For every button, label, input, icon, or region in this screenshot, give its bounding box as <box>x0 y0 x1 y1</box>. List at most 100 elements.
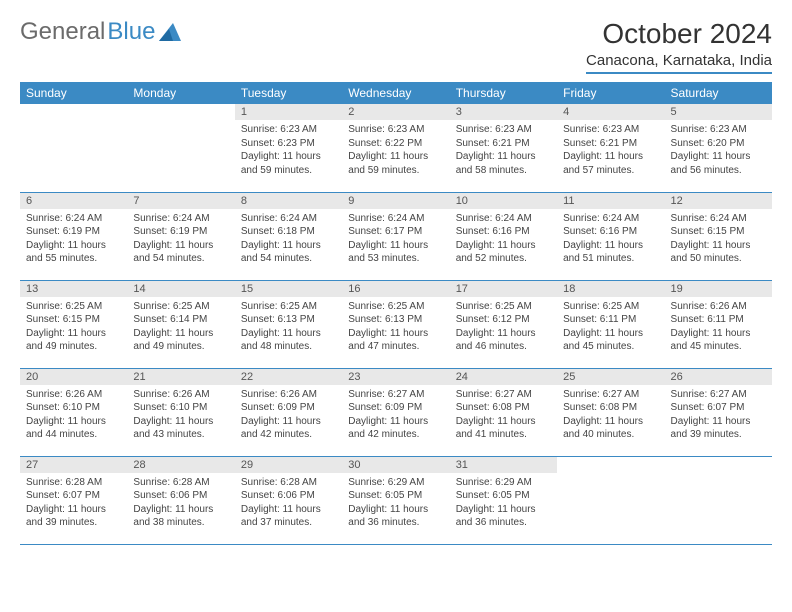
day-details: Sunrise: 6:25 AMSunset: 6:12 PMDaylight:… <box>450 297 557 358</box>
day-details: Sunrise: 6:29 AMSunset: 6:05 PMDaylight:… <box>342 473 449 534</box>
day-details: Sunrise: 6:26 AMSunset: 6:10 PMDaylight:… <box>127 385 234 446</box>
day-details: Sunrise: 6:23 AMSunset: 6:20 PMDaylight:… <box>665 120 772 181</box>
day-number: 5 <box>665 104 772 120</box>
weekday-header: Sunday <box>20 82 127 104</box>
day-number: 13 <box>20 281 127 297</box>
calendar-cell: .. <box>20 104 127 192</box>
day-number: 28 <box>127 457 234 473</box>
day-details: Sunrise: 6:27 AMSunset: 6:07 PMDaylight:… <box>665 385 772 446</box>
calendar-cell: 22Sunrise: 6:26 AMSunset: 6:09 PMDayligh… <box>235 368 342 456</box>
day-details: Sunrise: 6:25 AMSunset: 6:14 PMDaylight:… <box>127 297 234 358</box>
day-number: 19 <box>665 281 772 297</box>
calendar-cell: 18Sunrise: 6:25 AMSunset: 6:11 PMDayligh… <box>557 280 664 368</box>
calendar-cell: 13Sunrise: 6:25 AMSunset: 6:15 PMDayligh… <box>20 280 127 368</box>
calendar-cell: 10Sunrise: 6:24 AMSunset: 6:16 PMDayligh… <box>450 192 557 280</box>
calendar-cell: 8Sunrise: 6:24 AMSunset: 6:18 PMDaylight… <box>235 192 342 280</box>
calendar-cell: 21Sunrise: 6:26 AMSunset: 6:10 PMDayligh… <box>127 368 234 456</box>
day-number: 2 <box>342 104 449 120</box>
calendar-cell: 20Sunrise: 6:26 AMSunset: 6:10 PMDayligh… <box>20 368 127 456</box>
calendar-cell: 29Sunrise: 6:28 AMSunset: 6:06 PMDayligh… <box>235 456 342 544</box>
day-details: Sunrise: 6:24 AMSunset: 6:19 PMDaylight:… <box>127 209 234 270</box>
calendar-cell: 1Sunrise: 6:23 AMSunset: 6:23 PMDaylight… <box>235 104 342 192</box>
day-number: 10 <box>450 193 557 209</box>
calendar-cell: 15Sunrise: 6:25 AMSunset: 6:13 PMDayligh… <box>235 280 342 368</box>
day-number: 6 <box>20 193 127 209</box>
calendar-cell: 30Sunrise: 6:29 AMSunset: 6:05 PMDayligh… <box>342 456 449 544</box>
day-details: Sunrise: 6:23 AMSunset: 6:22 PMDaylight:… <box>342 120 449 181</box>
day-number: 24 <box>450 369 557 385</box>
weekday-header: Saturday <box>665 82 772 104</box>
day-details: Sunrise: 6:24 AMSunset: 6:17 PMDaylight:… <box>342 209 449 270</box>
logo: GeneralBlue <box>20 18 181 46</box>
calendar-cell: 24Sunrise: 6:27 AMSunset: 6:08 PMDayligh… <box>450 368 557 456</box>
day-details: Sunrise: 6:29 AMSunset: 6:05 PMDaylight:… <box>450 473 557 534</box>
day-details: Sunrise: 6:25 AMSunset: 6:15 PMDaylight:… <box>20 297 127 358</box>
day-details: Sunrise: 6:28 AMSunset: 6:06 PMDaylight:… <box>235 473 342 534</box>
day-number: 26 <box>665 369 772 385</box>
calendar-cell: 4Sunrise: 6:23 AMSunset: 6:21 PMDaylight… <box>557 104 664 192</box>
calendar-cell: 27Sunrise: 6:28 AMSunset: 6:07 PMDayligh… <box>20 456 127 544</box>
calendar-cell: .. <box>557 456 664 544</box>
calendar-cell: 6Sunrise: 6:24 AMSunset: 6:19 PMDaylight… <box>20 192 127 280</box>
calendar-cell: 11Sunrise: 6:24 AMSunset: 6:16 PMDayligh… <box>557 192 664 280</box>
day-details: Sunrise: 6:25 AMSunset: 6:13 PMDaylight:… <box>235 297 342 358</box>
day-number: 9 <box>342 193 449 209</box>
calendar-cell: 7Sunrise: 6:24 AMSunset: 6:19 PMDaylight… <box>127 192 234 280</box>
calendar-cell: 28Sunrise: 6:28 AMSunset: 6:06 PMDayligh… <box>127 456 234 544</box>
calendar-cell: 2Sunrise: 6:23 AMSunset: 6:22 PMDaylight… <box>342 104 449 192</box>
calendar-cell: 12Sunrise: 6:24 AMSunset: 6:15 PMDayligh… <box>665 192 772 280</box>
day-number: 7 <box>127 193 234 209</box>
calendar-cell: 5Sunrise: 6:23 AMSunset: 6:20 PMDaylight… <box>665 104 772 192</box>
day-details: Sunrise: 6:23 AMSunset: 6:21 PMDaylight:… <box>450 120 557 181</box>
day-number: 14 <box>127 281 234 297</box>
location: Canacona, Karnataka, India <box>586 52 772 74</box>
day-number: 25 <box>557 369 664 385</box>
calendar-cell: 25Sunrise: 6:27 AMSunset: 6:08 PMDayligh… <box>557 368 664 456</box>
calendar-cell: 19Sunrise: 6:26 AMSunset: 6:11 PMDayligh… <box>665 280 772 368</box>
calendar-cell: 3Sunrise: 6:23 AMSunset: 6:21 PMDaylight… <box>450 104 557 192</box>
logo-text-1: General <box>20 18 105 46</box>
calendar-cell: 17Sunrise: 6:25 AMSunset: 6:12 PMDayligh… <box>450 280 557 368</box>
day-number: 1 <box>235 104 342 120</box>
calendar-cell: 16Sunrise: 6:25 AMSunset: 6:13 PMDayligh… <box>342 280 449 368</box>
day-details: Sunrise: 6:24 AMSunset: 6:19 PMDaylight:… <box>20 209 127 270</box>
day-details: Sunrise: 6:26 AMSunset: 6:09 PMDaylight:… <box>235 385 342 446</box>
day-number: 21 <box>127 369 234 385</box>
day-number: 8 <box>235 193 342 209</box>
day-number: 22 <box>235 369 342 385</box>
day-number: 20 <box>20 369 127 385</box>
month-title: October 2024 <box>586 18 772 50</box>
day-number: 27 <box>20 457 127 473</box>
weekday-header: Tuesday <box>235 82 342 104</box>
day-details: Sunrise: 6:26 AMSunset: 6:10 PMDaylight:… <box>20 385 127 446</box>
calendar-table: SundayMondayTuesdayWednesdayThursdayFrid… <box>20 82 772 545</box>
day-number: 15 <box>235 281 342 297</box>
day-number: 18 <box>557 281 664 297</box>
logo-sail-icon <box>159 23 181 41</box>
day-details: Sunrise: 6:28 AMSunset: 6:07 PMDaylight:… <box>20 473 127 534</box>
day-details: Sunrise: 6:27 AMSunset: 6:08 PMDaylight:… <box>557 385 664 446</box>
calendar-cell: 31Sunrise: 6:29 AMSunset: 6:05 PMDayligh… <box>450 456 557 544</box>
day-details: Sunrise: 6:25 AMSunset: 6:11 PMDaylight:… <box>557 297 664 358</box>
day-number: 30 <box>342 457 449 473</box>
logo-text-2: Blue <box>107 18 155 46</box>
day-details: Sunrise: 6:24 AMSunset: 6:16 PMDaylight:… <box>450 209 557 270</box>
day-number: 3 <box>450 104 557 120</box>
day-number: 23 <box>342 369 449 385</box>
weekday-header: Monday <box>127 82 234 104</box>
day-number: 11 <box>557 193 664 209</box>
day-number: 12 <box>665 193 772 209</box>
calendar-cell: 9Sunrise: 6:24 AMSunset: 6:17 PMDaylight… <box>342 192 449 280</box>
weekday-header: Thursday <box>450 82 557 104</box>
day-number: 31 <box>450 457 557 473</box>
day-details: Sunrise: 6:26 AMSunset: 6:11 PMDaylight:… <box>665 297 772 358</box>
day-details: Sunrise: 6:27 AMSunset: 6:08 PMDaylight:… <box>450 385 557 446</box>
day-details: Sunrise: 6:24 AMSunset: 6:16 PMDaylight:… <box>557 209 664 270</box>
calendar-cell: .. <box>127 104 234 192</box>
calendar-cell: 26Sunrise: 6:27 AMSunset: 6:07 PMDayligh… <box>665 368 772 456</box>
day-details: Sunrise: 6:25 AMSunset: 6:13 PMDaylight:… <box>342 297 449 358</box>
calendar-cell: .. <box>665 456 772 544</box>
day-details: Sunrise: 6:23 AMSunset: 6:21 PMDaylight:… <box>557 120 664 181</box>
day-details: Sunrise: 6:24 AMSunset: 6:15 PMDaylight:… <box>665 209 772 270</box>
weekday-header: Friday <box>557 82 664 104</box>
